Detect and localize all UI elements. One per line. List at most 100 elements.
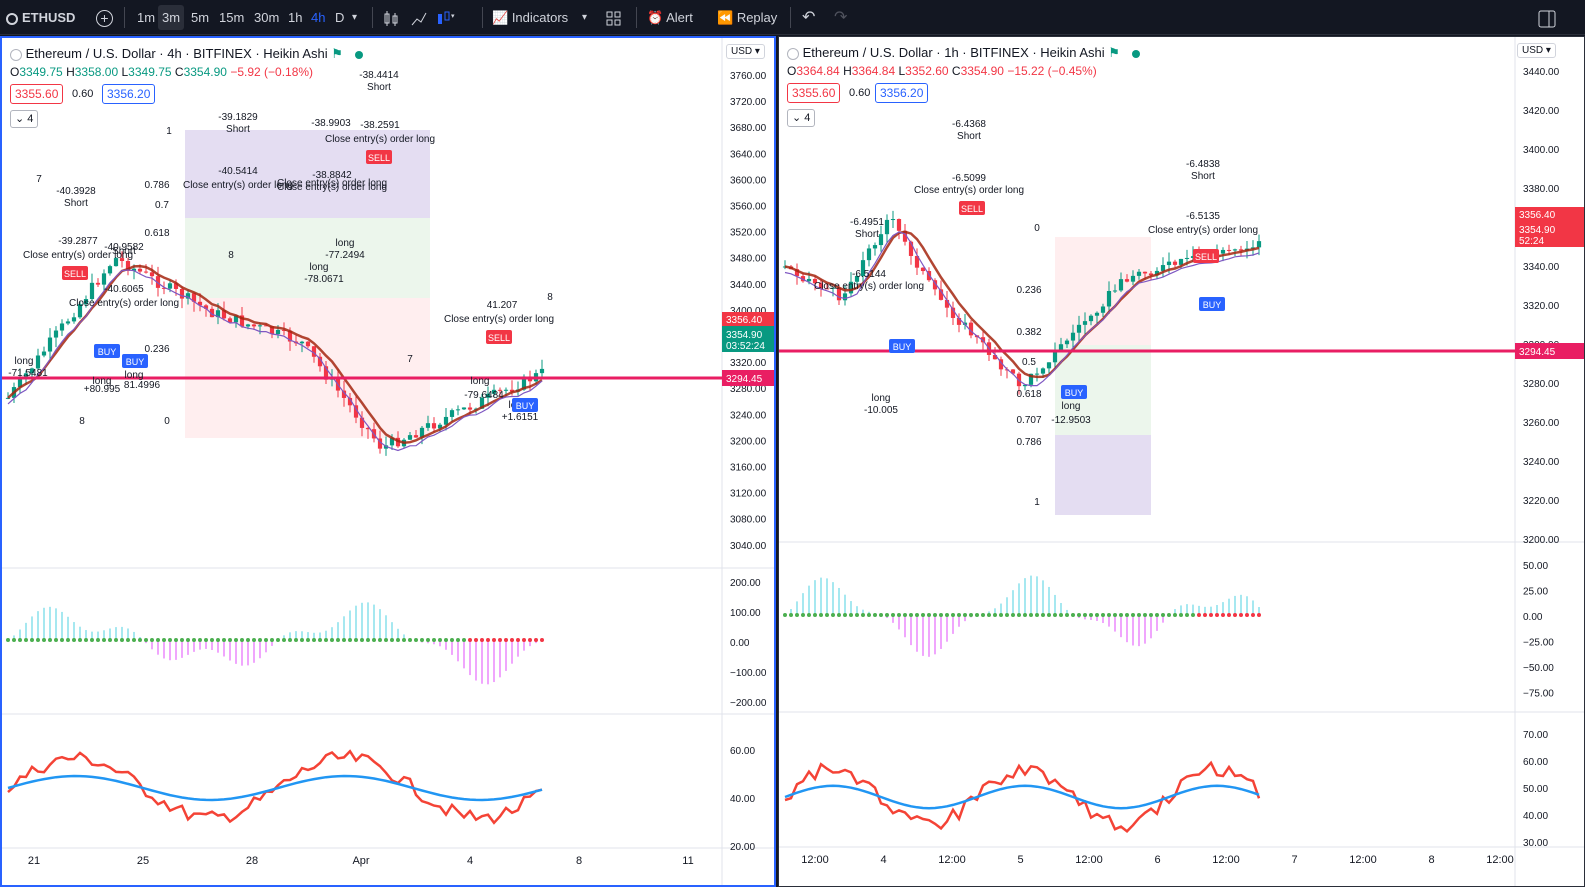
heikin-ashi-candle — [47, 337, 53, 352]
price-axis-label: 3240.00 — [1523, 457, 1560, 468]
oscillator-dot — [1089, 613, 1093, 617]
timeframe-5m[interactable]: 5m — [191, 10, 210, 25]
heikin-ashi-candle — [347, 397, 353, 406]
heikin-ashi-candle — [896, 219, 902, 231]
left-sell-button[interactable]: 3355.60 — [10, 84, 64, 104]
chart-background — [2, 38, 774, 885]
oscillator-dot — [849, 613, 853, 617]
price-axis-label: 3380.00 — [1523, 184, 1560, 195]
left-indicators-collapse[interactable]: ⌄ 4 — [10, 110, 39, 128]
oscillator-dot — [84, 638, 88, 642]
right-currency-button[interactable]: USD ▾ — [1517, 43, 1556, 58]
timeframe-1m[interactable]: 1m — [137, 10, 156, 25]
left-spread: 0.60 — [72, 88, 94, 100]
timeframe-d[interactable]: D — [335, 10, 345, 25]
oscillator-dot — [981, 613, 985, 617]
left-chart-pane[interactable]: 3760.00 3720.00 3680.00 3640.00 3600.00 3560.… — [0, 36, 776, 887]
right-ohlc: O3364.84 H3364.84 L3352.60 C3354.90 −15.… — [787, 64, 1097, 78]
oscillator-dot — [258, 638, 262, 642]
chart-annotation: 0.5 — [1022, 357, 1036, 368]
heikin-ashi-candle — [197, 301, 203, 306]
layout-panel-icon[interactable] — [1538, 0, 1556, 35]
heikin-ashi-icon[interactable]: ▾ — [436, 0, 458, 35]
close-price-text: 3354.90 — [1519, 225, 1556, 236]
left-change: −5.92 (−0.18%) — [230, 65, 314, 79]
indicators-button[interactable]: 📈 Indicators — [492, 0, 568, 35]
heikin-ashi-candle — [830, 287, 836, 289]
oscillator-dot — [540, 638, 544, 642]
oscillator-dot — [1245, 613, 1249, 617]
redo-icon[interactable]: ↷ — [834, 9, 848, 26]
oscillator-dot — [921, 613, 925, 617]
oscillator-dot — [873, 613, 877, 617]
chart-annotation: -6.5135 — [1186, 211, 1220, 222]
timeframe-30m[interactable]: 30m — [254, 10, 280, 25]
chart-annotation: -40.3928 — [56, 186, 96, 197]
timeframe-dropdown-icon[interactable]: ▾ — [352, 12, 358, 23]
undo-icon[interactable]: ↶ — [802, 9, 816, 26]
left-buy-button[interactable]: 3356.20 — [102, 84, 156, 104]
oscillator-dot — [837, 613, 841, 617]
right-buy-button[interactable]: 3356.20 — [875, 83, 929, 103]
chart-annotation: 1 — [166, 126, 172, 137]
chart-annotation: -38.9903 — [311, 118, 351, 129]
chart-annotation: long — [93, 376, 112, 387]
oscillator-dot — [138, 638, 142, 642]
oscillator-dot — [282, 638, 286, 642]
heikin-ashi-candle — [1166, 261, 1172, 266]
oscillator-dot — [234, 638, 238, 642]
osc-axis-label: −200.00 — [730, 698, 767, 709]
chart-annotation: 7 — [407, 354, 413, 365]
right-chart-pane[interactable]: 3440.003420.003400.003380.003360.003340.… — [778, 36, 1585, 887]
heikin-ashi-candle — [95, 282, 101, 285]
oscillator-dot — [294, 638, 298, 642]
oscillator-dot — [1137, 613, 1141, 617]
heikin-ashi-candle — [497, 389, 503, 391]
oscillator-dot — [270, 638, 274, 642]
heikin-ashi-candle — [449, 410, 455, 417]
time-axis-label: 5 — [1017, 854, 1023, 866]
last-price-tag — [1515, 207, 1584, 221]
flag-icon[interactable]: ⚑ — [331, 46, 343, 61]
timeframe-4h[interactable]: 4h — [311, 10, 326, 25]
left-chart-title: Ethereum / U.S. Dollar · 4h · BITFINEX ·… — [25, 46, 328, 61]
heikin-ashi-candle — [1076, 324, 1082, 333]
chart-annotation: -40.9582 — [104, 242, 144, 253]
chart-annotation: long — [1062, 401, 1081, 412]
heikin-ashi-candle — [5, 397, 11, 399]
indicators-dropdown-icon[interactable]: ▾ — [582, 12, 588, 23]
heikin-ashi-candle — [305, 341, 311, 347]
chart-annotation: -40.6065 — [104, 284, 144, 295]
chart-annotation: 0 — [164, 416, 170, 427]
timeframe-1h[interactable]: 1h — [288, 10, 303, 25]
oscillator-dot — [795, 613, 799, 617]
heikin-ashi-candle — [233, 315, 239, 323]
chart-annotation: 0.618 — [144, 228, 169, 239]
replay-button[interactable]: ⏪ Replay — [717, 0, 777, 35]
left-chart-canvas[interactable]: 3760.00 3720.00 3680.00 3640.00 3600.00 3560.… — [2, 38, 774, 885]
left-currency-button[interactable]: USD ▾ — [726, 44, 765, 59]
position-zone — [185, 298, 430, 438]
chevron-down-icon: ⌄ — [792, 112, 802, 124]
candles-icon[interactable] — [382, 0, 400, 35]
price-axis-label: 3200.00 — [1523, 535, 1560, 546]
timeframe-15m[interactable]: 15m — [219, 10, 245, 25]
oscillator-dot — [939, 613, 943, 617]
price-axis-label: 3280.00 — [1523, 379, 1560, 390]
timeframe-3m[interactable]: 3m — [158, 5, 185, 30]
compare-symbol-button[interactable]: + — [96, 0, 113, 35]
right-sell-button[interactable]: 3355.60 — [787, 83, 841, 103]
flag-icon[interactable]: ⚑ — [1108, 45, 1120, 60]
right-chart-canvas[interactable]: 3440.003420.003400.003380.003360.003340.… — [779, 37, 1584, 886]
oscillator-dot — [999, 613, 1003, 617]
chart-annotation: -39.2877 — [58, 236, 98, 247]
chart-annotation: Short — [226, 124, 250, 135]
symbol-search[interactable]: ETHUSD — [6, 0, 75, 35]
chart-annotation: -38.4414 — [359, 70, 399, 81]
right-indicators-collapse[interactable]: ⌄ 4 — [787, 109, 816, 127]
templates-grid-icon[interactable] — [606, 0, 622, 35]
alert-button[interactable]: ⏰ Alert — [647, 0, 693, 35]
chart-annotation: Close entry(s) order long — [69, 298, 179, 309]
line-chart-icon[interactable] — [410, 0, 428, 35]
chart-annotation: long — [471, 376, 490, 387]
